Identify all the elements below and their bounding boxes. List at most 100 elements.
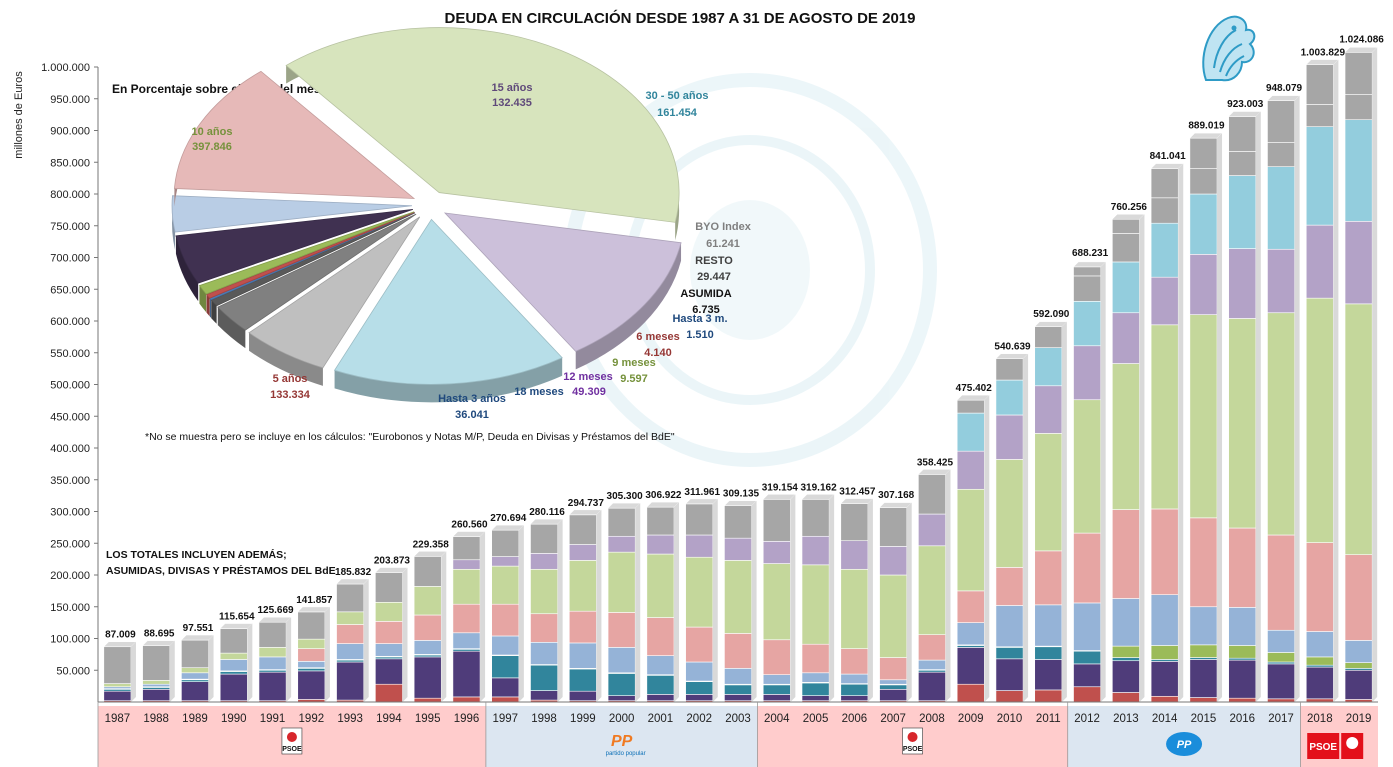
y-tick-label: 700.000 [50, 253, 90, 265]
bar-segment-15-a-os [801, 535, 830, 566]
bar-segment-5-a-os [1228, 527, 1257, 608]
bar-side [441, 551, 447, 702]
bar-segment-9-meses [1150, 645, 1179, 660]
x-tick-label: 2006 [842, 713, 868, 725]
x-tick-label: 1993 [337, 713, 363, 725]
bar-segment-18-meses [258, 671, 287, 702]
bar-segment-hasta-3-a-os [1034, 604, 1063, 647]
bar-segment-30-50-a-os [1112, 261, 1140, 314]
bar-segment-5-a-os [646, 617, 675, 656]
pie-slice-resto [217, 213, 417, 331]
total-label: 841.041 [1150, 151, 1187, 162]
pie-label-name-12-meses: 12 meses [563, 371, 613, 383]
bar-segment-15-a-os [646, 534, 675, 555]
bar-segment-5-a-os [1267, 534, 1295, 631]
pie-label-value-hasta-3-m-: 1.510 [686, 329, 714, 341]
y-tick-label: 850.000 [50, 157, 90, 169]
bar-side [480, 531, 486, 702]
bar-segment-6-meses [956, 683, 985, 703]
bar-segment-18-meses [530, 690, 558, 701]
bar-segment-15-a-os [879, 546, 908, 576]
total-label: 307.168 [878, 490, 915, 501]
svg-text:PSOE: PSOE [1309, 742, 1337, 753]
bar-segment-hasta-3-meses [491, 655, 520, 679]
bar-top [956, 394, 990, 401]
pie-label-name-resto: RESTO [695, 255, 733, 267]
bar-segment-hasta-3-a-os [801, 672, 830, 683]
bar-top [1266, 95, 1301, 101]
bar-top [685, 498, 719, 505]
total-label: 1.024.086 [1339, 35, 1384, 46]
total-label: 203.873 [374, 556, 411, 567]
bar-segment-15-a-os [607, 535, 636, 553]
bar-top [1072, 261, 1107, 268]
bar-segment-10-a-os [1189, 314, 1218, 519]
y-tick-label: 150.000 [50, 602, 90, 614]
bar-segment-resto [491, 529, 520, 557]
bar-segment-byo-index [1228, 151, 1257, 176]
bar-segment-hasta-3-meses [297, 668, 326, 672]
bar-segment-resto [336, 583, 364, 613]
bar-segment-5-a-os [1305, 542, 1334, 632]
bar-segment-5-a-os [1150, 508, 1179, 595]
y-tick-label: 100.000 [50, 634, 90, 646]
bar-segment-hasta-3-a-os [413, 640, 442, 655]
bar-segment-10-a-os [452, 568, 481, 605]
bar-segment-10-a-os [413, 586, 442, 616]
x-tick-label: 2014 [1152, 713, 1178, 725]
bar-segment-hasta-3-a-os [840, 673, 869, 684]
bar-segment-resto [995, 358, 1024, 381]
total-label: 305.300 [607, 491, 644, 502]
bar-segment-5-a-os [879, 657, 908, 681]
chart-title: DEUDA EN CIRCULACIÓN DESDE 1987 A 31 DE … [445, 9, 916, 27]
bar-side [324, 606, 330, 702]
bar-segment-10-a-os [1034, 433, 1063, 552]
pie-slice-side-hasta-3-m- [209, 298, 211, 318]
x-tick-label: 2001 [648, 713, 674, 725]
total-label: 97.551 [183, 623, 214, 634]
bar-top [1228, 111, 1262, 117]
bar-segment-18-meses [181, 681, 209, 702]
bar-segment-hasta-3-a-os [181, 672, 209, 680]
total-label: 306.922 [645, 490, 682, 501]
y-tick-label: 750.000 [50, 221, 90, 233]
bar-segment-hasta-3-meses [801, 682, 830, 696]
bar-segment-5-a-os [1034, 550, 1063, 606]
bar-segment-5-a-os [995, 567, 1024, 606]
bar-top [1034, 321, 1068, 327]
bar-side [712, 498, 718, 702]
bar-segment-5-a-os [1073, 532, 1101, 604]
bar-segment-10-a-os [801, 564, 830, 645]
bar-segment-18-meses [762, 694, 791, 702]
totals-note-line-1: LOS TOTALES INCLUYEN ADEMÁS; [106, 548, 287, 561]
x-tick-label: 2004 [764, 713, 790, 725]
bar-segment-5-a-os [375, 621, 403, 644]
bar-segment-byo-index [1150, 197, 1179, 224]
psoe-logo: PSOE [902, 727, 923, 755]
bar-segment-byo-index [1305, 104, 1334, 127]
pie-slice-side-asumida [211, 300, 217, 324]
bar-segment-10-a-os [762, 563, 791, 641]
bar-segment-5-a-os [685, 626, 714, 663]
x-tick-label: 2017 [1268, 713, 1294, 725]
bar-top [762, 494, 796, 500]
total-label: 319.162 [800, 482, 837, 493]
bar-segment-18-meses [607, 695, 636, 702]
y-tick-label: 600.000 [50, 316, 90, 328]
pie-label-value-asumida: 6.735 [692, 304, 720, 316]
griffin-logo [1202, 15, 1256, 82]
bar-top [1111, 213, 1146, 220]
x-tick-label: 1987 [105, 713, 131, 725]
totals-note-line-2: ASUMIDAS, DIVISAS Y PRÉSTAMOS DEL BdE [106, 564, 336, 577]
bar-segment-15-a-os [685, 534, 714, 558]
x-tick-label: 1996 [454, 713, 480, 725]
bar-segment-10-a-os [103, 683, 132, 688]
bar-segment-resto [1344, 52, 1373, 95]
bar-segment-resto [1112, 218, 1140, 234]
pie-slice-side-12-meses [175, 235, 199, 302]
x-tick-label: 1999 [570, 713, 596, 725]
psoe-logo: PSOE [281, 727, 303, 755]
pie-slice-side-hasta-3-a-os [172, 195, 176, 251]
bar-segment-5-a-os [762, 639, 791, 675]
